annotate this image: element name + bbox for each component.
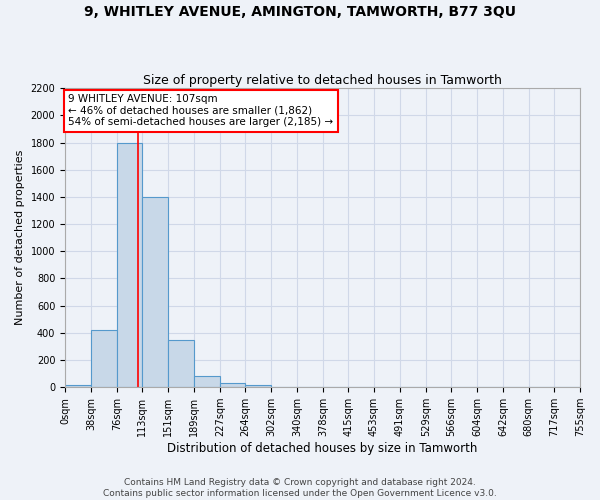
Bar [245, 385, 271, 387]
Text: 9 WHITLEY AVENUE: 107sqm
← 46% of detached houses are smaller (1,862)
54% of sem: 9 WHITLEY AVENUE: 107sqm ← 46% of detach… [68, 94, 334, 128]
X-axis label: Distribution of detached houses by size in Tamworth: Distribution of detached houses by size … [167, 442, 478, 455]
Bar [65, 385, 91, 387]
Bar [117, 142, 142, 387]
Bar [142, 197, 168, 387]
Bar [91, 330, 117, 387]
Text: Contains HM Land Registry data © Crown copyright and database right 2024.
Contai: Contains HM Land Registry data © Crown c… [103, 478, 497, 498]
Title: Size of property relative to detached houses in Tamworth: Size of property relative to detached ho… [143, 74, 502, 87]
Bar [168, 340, 194, 387]
Text: 9, WHITLEY AVENUE, AMINGTON, TAMWORTH, B77 3QU: 9, WHITLEY AVENUE, AMINGTON, TAMWORTH, B… [84, 5, 516, 19]
Y-axis label: Number of detached properties: Number of detached properties [15, 150, 25, 326]
Bar [220, 383, 245, 387]
Bar [194, 376, 220, 387]
